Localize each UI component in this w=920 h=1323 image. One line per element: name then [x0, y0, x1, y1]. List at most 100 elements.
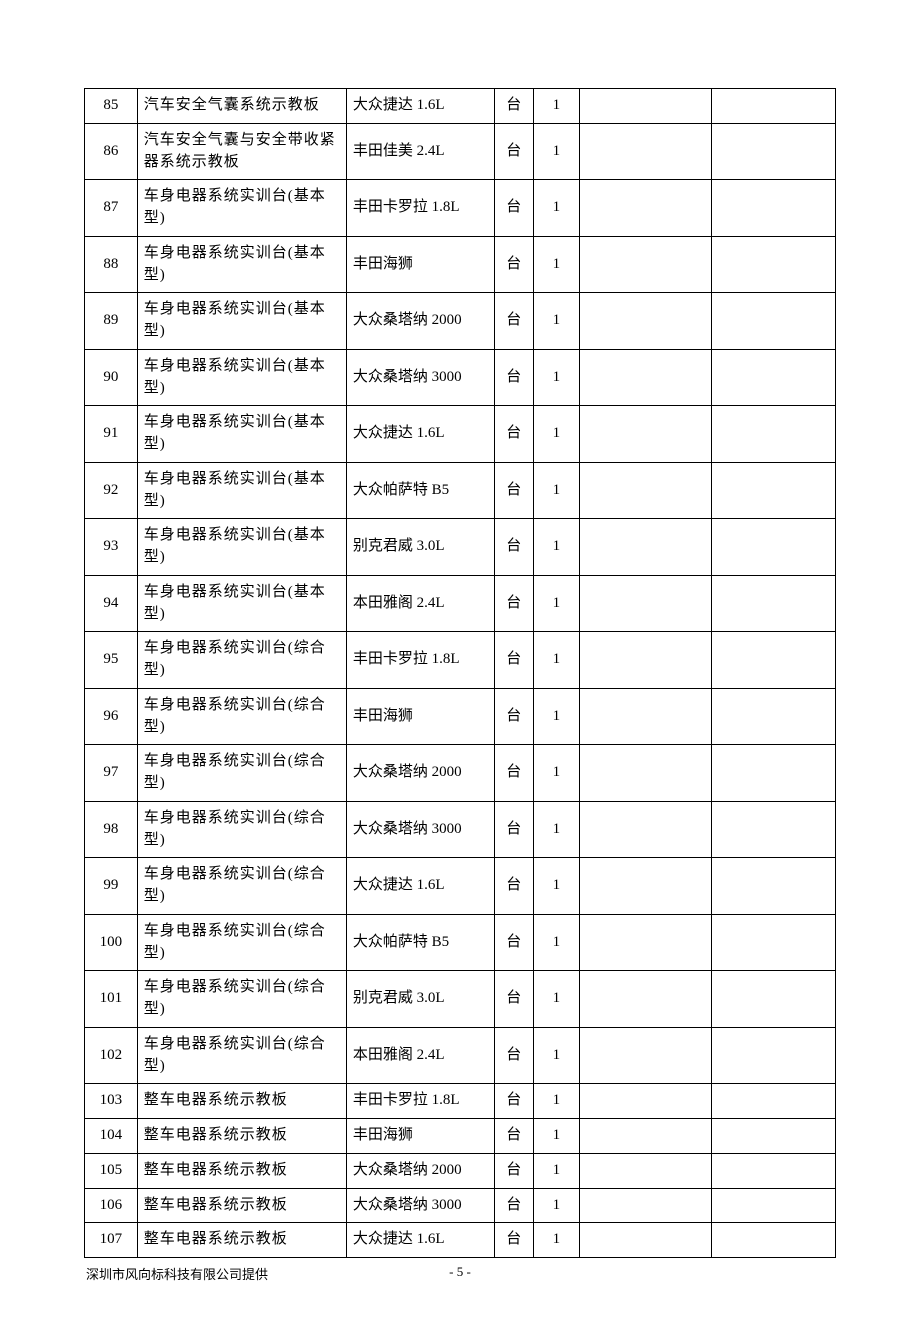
cell-e1	[580, 349, 712, 406]
cell-e1	[580, 575, 712, 632]
cell-e1	[580, 1188, 712, 1223]
cell-num: 85	[85, 89, 138, 124]
cell-qty: 1	[533, 1027, 580, 1084]
cell-model: 丰田海狮	[346, 1119, 494, 1154]
cell-num: 95	[85, 632, 138, 689]
cell-num: 103	[85, 1084, 138, 1119]
cell-e1	[580, 180, 712, 237]
cell-model: 丰田卡罗拉 1.8L	[346, 180, 494, 237]
cell-qty: 1	[533, 349, 580, 406]
cell-qty: 1	[533, 236, 580, 293]
document-page: 85汽车安全气囊系统示教板大众捷达 1.6L台186汽车安全气囊与安全带收紧器系…	[0, 0, 920, 1323]
table-row: 101车身电器系统实训台(综合型)别克君威 3.0L台1	[85, 971, 836, 1028]
cell-e2	[712, 914, 836, 971]
cell-name: 车身电器系统实训台(基本型)	[137, 519, 346, 576]
cell-num: 100	[85, 914, 138, 971]
cell-e2	[712, 745, 836, 802]
cell-num: 106	[85, 1188, 138, 1223]
cell-e2	[712, 519, 836, 576]
cell-model: 大众捷达 1.6L	[346, 89, 494, 124]
cell-num: 93	[85, 519, 138, 576]
cell-name: 车身电器系统实训台(综合型)	[137, 1027, 346, 1084]
cell-e1	[580, 858, 712, 915]
page-footer: 深圳市风向标科技有限公司提供 - 5 -	[84, 1258, 836, 1283]
cell-name: 车身电器系统实训台(基本型)	[137, 462, 346, 519]
table-row: 90车身电器系统实训台(基本型)大众桑塔纳 3000台1	[85, 349, 836, 406]
cell-e2	[712, 1153, 836, 1188]
table-row: 97车身电器系统实训台(综合型)大众桑塔纳 2000台1	[85, 745, 836, 802]
cell-unit: 台	[494, 1223, 533, 1258]
cell-num: 101	[85, 971, 138, 1028]
cell-num: 99	[85, 858, 138, 915]
cell-qty: 1	[533, 914, 580, 971]
table-row: 102车身电器系统实训台(综合型)本田雅阁 2.4L台1	[85, 1027, 836, 1084]
cell-e1	[580, 688, 712, 745]
cell-unit: 台	[494, 462, 533, 519]
cell-num: 92	[85, 462, 138, 519]
cell-unit: 台	[494, 123, 533, 180]
equipment-table: 85汽车安全气囊系统示教板大众捷达 1.6L台186汽车安全气囊与安全带收紧器系…	[84, 88, 836, 1258]
cell-num: 86	[85, 123, 138, 180]
cell-e2	[712, 349, 836, 406]
cell-model: 大众桑塔纳 2000	[346, 1153, 494, 1188]
cell-name: 车身电器系统实训台(综合型)	[137, 688, 346, 745]
table-row: 85汽车安全气囊系统示教板大众捷达 1.6L台1	[85, 89, 836, 124]
cell-name: 整车电器系统示教板	[137, 1188, 346, 1223]
cell-model: 大众帕萨特 B5	[346, 462, 494, 519]
cell-num: 98	[85, 801, 138, 858]
table-row: 89车身电器系统实训台(基本型)大众桑塔纳 2000台1	[85, 293, 836, 350]
cell-unit: 台	[494, 349, 533, 406]
cell-e1	[580, 1119, 712, 1154]
cell-model: 大众捷达 1.6L	[346, 858, 494, 915]
table-row: 107整车电器系统示教板大众捷达 1.6L台1	[85, 1223, 836, 1258]
table-row: 86汽车安全气囊与安全带收紧器系统示教板丰田佳美 2.4L台1	[85, 123, 836, 180]
footer-page-number: - 5 -	[335, 1264, 584, 1283]
cell-name: 车身电器系统实训台(综合型)	[137, 914, 346, 971]
cell-name: 车身电器系统实训台(综合型)	[137, 858, 346, 915]
cell-name: 车身电器系统实训台(基本型)	[137, 180, 346, 237]
cell-model: 丰田卡罗拉 1.8L	[346, 632, 494, 689]
cell-model: 本田雅阁 2.4L	[346, 1027, 494, 1084]
cell-num: 88	[85, 236, 138, 293]
cell-qty: 1	[533, 971, 580, 1028]
cell-e2	[712, 1027, 836, 1084]
cell-num: 90	[85, 349, 138, 406]
cell-e1	[580, 236, 712, 293]
cell-e1	[580, 406, 712, 463]
cell-unit: 台	[494, 745, 533, 802]
cell-name: 车身电器系统实训台(综合型)	[137, 745, 346, 802]
cell-unit: 台	[494, 914, 533, 971]
table-row: 87车身电器系统实训台(基本型)丰田卡罗拉 1.8L台1	[85, 180, 836, 237]
cell-model: 大众桑塔纳 2000	[346, 745, 494, 802]
cell-name: 车身电器系统实训台(综合型)	[137, 801, 346, 858]
cell-unit: 台	[494, 971, 533, 1028]
table-row: 100车身电器系统实训台(综合型)大众帕萨特 B5台1	[85, 914, 836, 971]
cell-unit: 台	[494, 519, 533, 576]
cell-model: 大众捷达 1.6L	[346, 406, 494, 463]
cell-e2	[712, 801, 836, 858]
table-row: 99车身电器系统实训台(综合型)大众捷达 1.6L台1	[85, 858, 836, 915]
cell-num: 107	[85, 1223, 138, 1258]
cell-qty: 1	[533, 462, 580, 519]
table-row: 93车身电器系统实训台(基本型)别克君威 3.0L台1	[85, 519, 836, 576]
cell-qty: 1	[533, 1153, 580, 1188]
cell-e2	[712, 406, 836, 463]
cell-e1	[580, 1153, 712, 1188]
table-row: 105整车电器系统示教板大众桑塔纳 2000台1	[85, 1153, 836, 1188]
cell-e2	[712, 1084, 836, 1119]
cell-unit: 台	[494, 406, 533, 463]
cell-e1	[580, 123, 712, 180]
cell-qty: 1	[533, 632, 580, 689]
cell-e2	[712, 971, 836, 1028]
table-row: 94车身电器系统实训台(基本型)本田雅阁 2.4L台1	[85, 575, 836, 632]
cell-num: 102	[85, 1027, 138, 1084]
cell-e1	[580, 89, 712, 124]
cell-e1	[580, 801, 712, 858]
cell-model: 大众帕萨特 B5	[346, 914, 494, 971]
table-row: 92车身电器系统实训台(基本型)大众帕萨特 B5台1	[85, 462, 836, 519]
cell-name: 整车电器系统示教板	[137, 1153, 346, 1188]
cell-name: 整车电器系统示教板	[137, 1084, 346, 1119]
table-row: 106整车电器系统示教板大众桑塔纳 3000台1	[85, 1188, 836, 1223]
cell-num: 96	[85, 688, 138, 745]
cell-unit: 台	[494, 180, 533, 237]
